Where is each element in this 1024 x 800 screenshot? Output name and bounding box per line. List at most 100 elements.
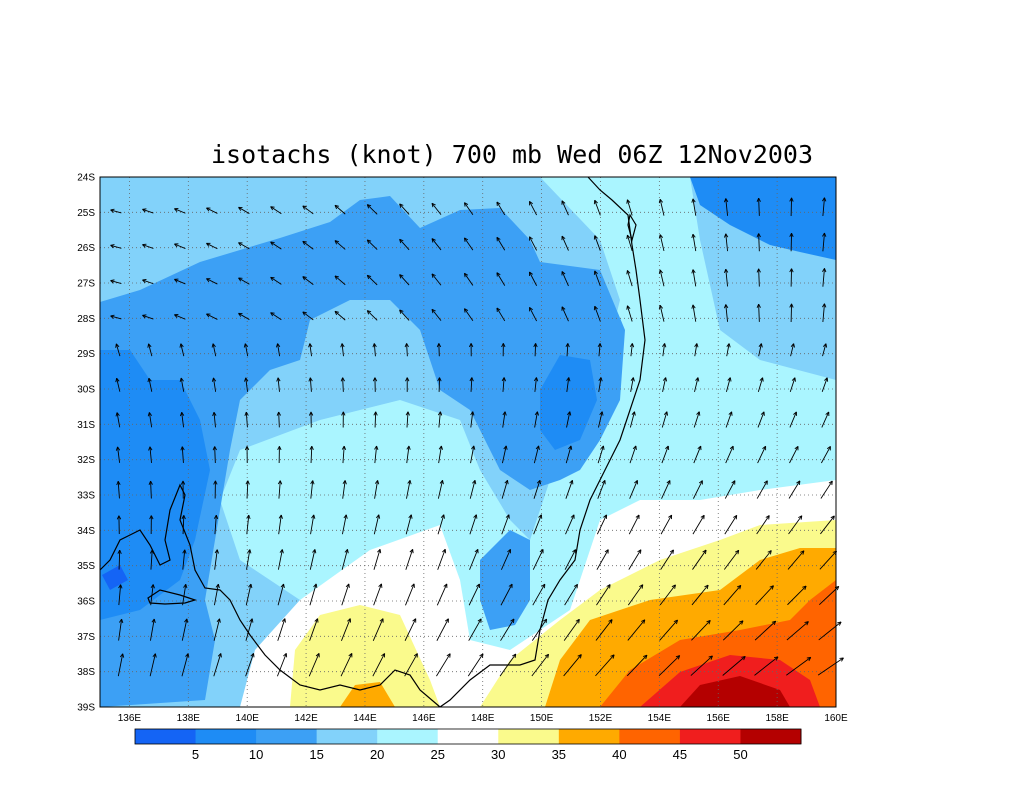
plot-frame: [99, 176, 837, 708]
wind-arrow: [756, 233, 761, 252]
wind-arrow: [174, 313, 186, 320]
wind-arrow: [302, 276, 314, 285]
wind-arrow: [142, 279, 154, 285]
wind-arrow: [436, 618, 449, 641]
wind-arrow: [723, 268, 729, 287]
wind-arrow: [692, 514, 705, 535]
colorbar-swatch: [498, 729, 560, 744]
wind-arrow: [278, 514, 283, 535]
wind-arrow: [662, 377, 668, 392]
wind-arrow: [723, 304, 729, 322]
wind-arrow: [372, 343, 377, 357]
wind-arrow: [366, 274, 378, 286]
wind-arrow: [529, 271, 538, 286]
wind-arrow: [534, 411, 539, 428]
wind-arrow: [756, 303, 761, 322]
lon-tick-label: 148E: [471, 713, 495, 724]
wind-arrow: [270, 241, 282, 250]
wind-arrow: [756, 197, 761, 216]
wind-arrow: [565, 514, 575, 535]
wind-arrow: [463, 202, 474, 216]
wind-arrow: [179, 343, 185, 357]
wind-arrow: [564, 549, 577, 570]
wind-arrow: [302, 240, 314, 250]
colorbar-swatch: [619, 729, 681, 744]
wind-arrow: [309, 618, 319, 641]
wind-arrow: [757, 411, 765, 428]
wind-arrow: [309, 445, 314, 464]
wind-arrow: [142, 208, 154, 214]
wind-arrow: [116, 481, 121, 499]
wind-arrow: [405, 514, 413, 535]
wind-arrow: [723, 549, 740, 570]
wind-arrow: [788, 515, 803, 535]
wind-arrow: [116, 515, 122, 535]
wind-arrow: [308, 653, 320, 677]
wind-arrow: [334, 310, 346, 321]
wind-arrow: [437, 548, 447, 570]
wind-arrow: [334, 240, 346, 250]
wind-arrow: [181, 653, 190, 677]
wind-arrow: [533, 343, 538, 357]
wind-arrow: [437, 480, 444, 499]
wind-arrow: [245, 480, 250, 499]
wind-arrow: [658, 269, 665, 287]
wind-arrow: [373, 514, 381, 535]
wind-arrow: [340, 377, 345, 392]
wind-arrow: [463, 237, 474, 251]
wind-arrow: [822, 232, 827, 252]
lat-tick-label: 26S: [77, 243, 95, 254]
isotach-fill-layer: [100, 177, 836, 707]
lon-tick-label: 142E: [294, 713, 318, 724]
wind-arrow: [790, 343, 795, 357]
colorbar-frame: [134, 728, 802, 745]
wind-arrow: [691, 584, 709, 606]
wind-arrow: [561, 271, 569, 287]
wind-arrow: [213, 514, 219, 535]
wind-arrow: [181, 515, 186, 535]
wind-arrow: [690, 655, 713, 676]
wind-arrow: [755, 550, 772, 570]
wind-arrow: [659, 584, 676, 606]
wind-arrow: [756, 480, 768, 499]
wind-arrow: [757, 377, 764, 392]
wind-arrow: [596, 549, 609, 570]
wind-arrow: [595, 654, 615, 677]
wind-arrow: [437, 411, 443, 428]
wind-arrow: [597, 445, 605, 464]
lat-tick-label: 36S: [77, 597, 95, 608]
wind-arrow: [115, 343, 121, 357]
lat-tick-label: 24S: [77, 173, 95, 184]
wind-arrow: [437, 514, 445, 535]
wind-arrow: [341, 514, 348, 535]
wind-arrow: [565, 343, 570, 357]
colorbar-swatch: [195, 729, 257, 744]
wind-arrow: [406, 445, 411, 464]
wind-arrow: [822, 343, 828, 357]
wind-arrow: [693, 480, 703, 499]
wind-arrow: [399, 309, 410, 321]
wind-arrow: [786, 621, 809, 641]
wind-arrow: [564, 583, 578, 606]
wind-arrow: [529, 236, 538, 251]
wind-arrow: [626, 270, 633, 287]
wind-arrow: [372, 653, 386, 677]
wind-arrow: [431, 273, 442, 286]
wind-arrow: [787, 550, 805, 570]
lon-tick-label: 140E: [236, 713, 260, 724]
lat-tick-label: 32S: [77, 455, 95, 466]
wind-arrow: [661, 480, 671, 499]
wind-arrow: [725, 445, 734, 464]
wind-arrow: [341, 411, 346, 428]
wind-arrow: [277, 549, 284, 570]
wind-arrow: [276, 653, 288, 677]
wind-arrow: [789, 377, 796, 392]
wind-arrow: [213, 583, 220, 606]
wind-arrow: [469, 514, 478, 535]
wind-arrow: [626, 654, 648, 677]
wind-arrow: [691, 269, 697, 287]
wind-arrow: [723, 198, 729, 216]
wind-arrow: [629, 343, 635, 357]
wind-arrow: [115, 412, 121, 428]
